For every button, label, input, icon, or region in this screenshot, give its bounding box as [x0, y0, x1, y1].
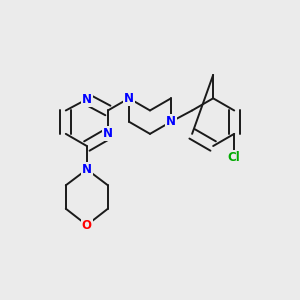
Text: N: N — [124, 92, 134, 105]
Text: N: N — [166, 115, 176, 128]
Text: N: N — [82, 93, 92, 106]
Text: N: N — [103, 128, 113, 140]
Text: N: N — [82, 163, 92, 176]
Text: O: O — [82, 219, 92, 232]
Text: Cl: Cl — [228, 151, 241, 164]
